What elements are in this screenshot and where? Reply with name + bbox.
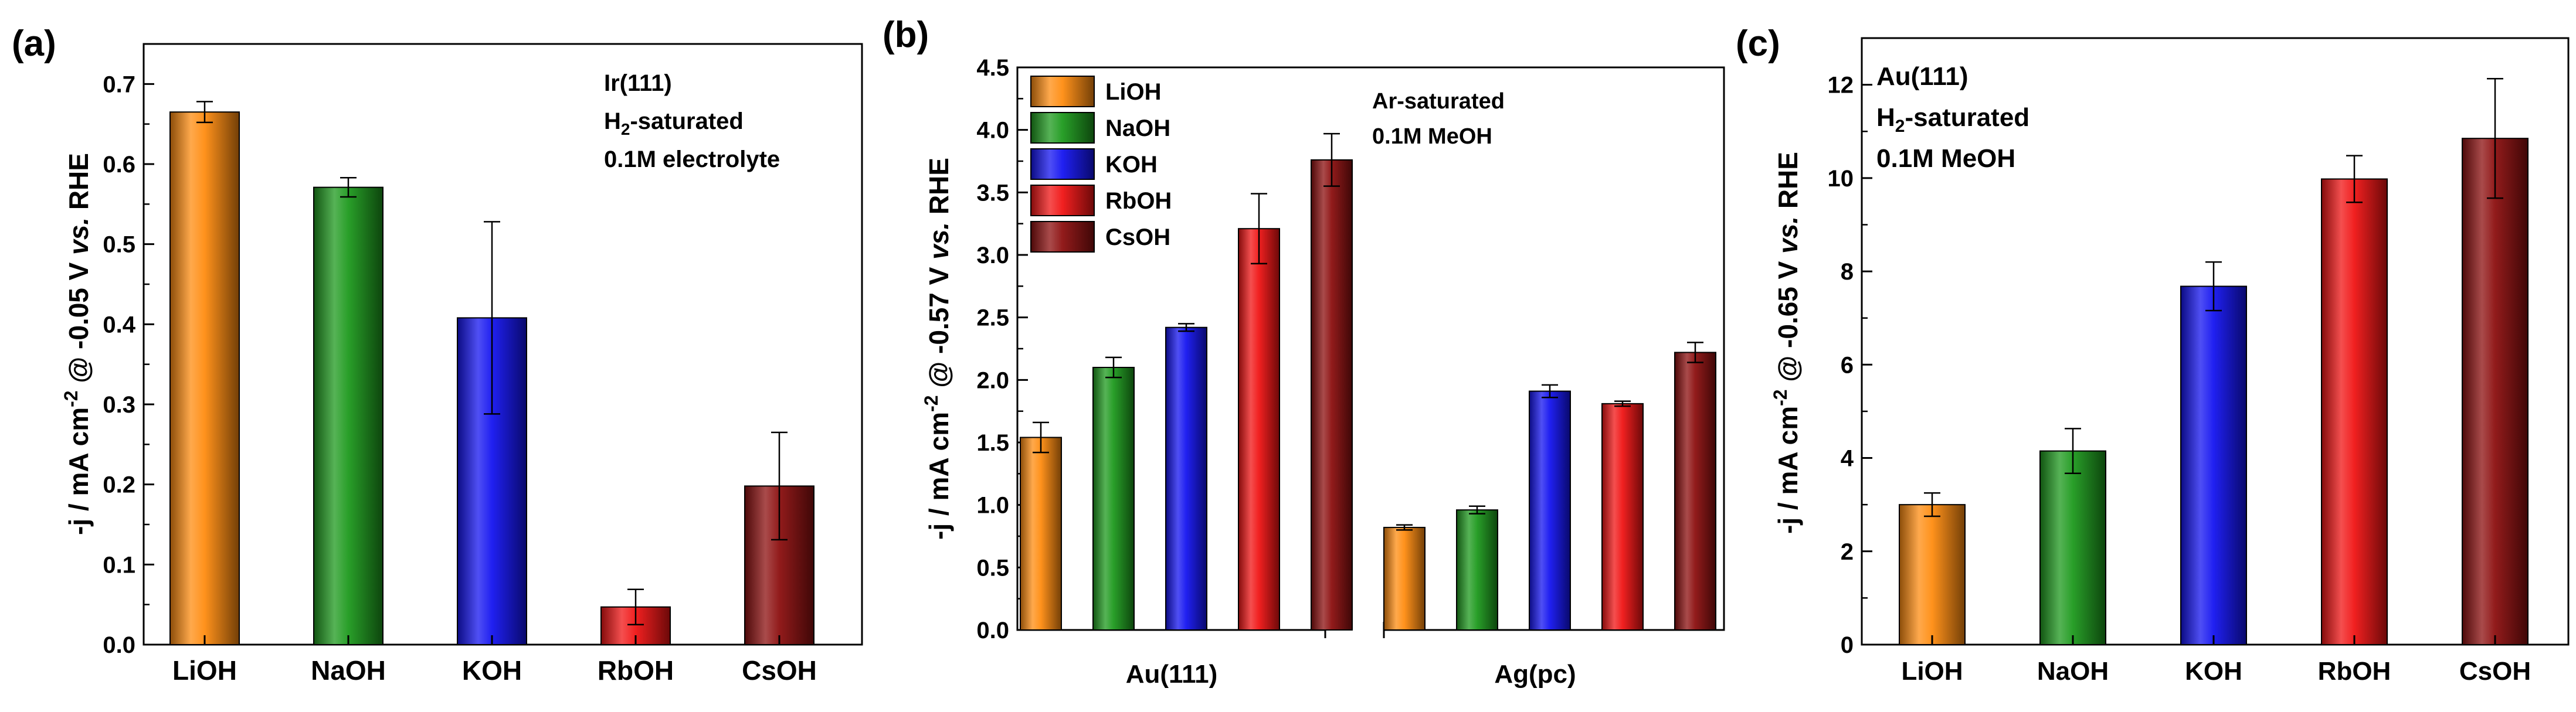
panel-a-ytick-label: 0.3	[103, 392, 135, 418]
panel-a-y-axis-label: -j / mA cm-2 @ -0.05 V vs. RHE	[60, 153, 94, 535]
panel-b-ag-bar-naoh	[1456, 509, 1498, 631]
panel-c-ytick-label: 2	[1841, 539, 1854, 565]
panel-a: (a) 0.0 0.1 0.2 0.3 0.4 0.5 0.6 0.7 LiOH NaOH KOH…	[12, 23, 863, 686]
legend-label-naoh: NaOH	[1105, 115, 1170, 141]
panel-a-label: (a)	[12, 23, 56, 64]
panel-a-bars	[169, 101, 814, 646]
panel-c-y-axis: 0 2 4 6 8 10 12	[1828, 73, 1872, 658]
panel-c: (c) 0 2 4 6 8 10 12 LiOH NaOH KOH RbOH CsOH Au(111…	[1736, 23, 2570, 686]
panel-c-x-labels: LiOH NaOH KOH RbOH CsOH	[1901, 635, 2531, 686]
panel-a-y-axis: 0.0 0.1 0.2 0.3 0.4 0.5 0.6 0.7	[103, 43, 154, 658]
panel-a-ytick-label: 0.4	[103, 312, 135, 338]
panel-b-ytick-label: 4.5	[976, 55, 1009, 81]
panel-c-ytick-label: 6	[1841, 352, 1854, 378]
panel-c-bar-lioh	[1899, 504, 1966, 646]
panel-b-bars	[1020, 132, 1716, 631]
legend-swatch-koh	[1030, 148, 1095, 180]
panel-b-ag-bar-lioh	[1383, 527, 1426, 631]
panel-a-annotation-gas: H2-saturated	[604, 108, 744, 138]
panel-b-annotation-gas: Ar-saturated	[1372, 89, 1505, 114]
panel-c-label: (c)	[1736, 23, 1780, 64]
panel-b-group-label-ag: Ag(pc)	[1494, 660, 1576, 689]
panel-c-xtick-label: RbOH	[2318, 657, 2391, 686]
legend-swatch-rboh	[1030, 185, 1095, 216]
panel-c-y-axis-label: -j / mA cm-2 @ -0.65 V vs. RHE	[1770, 152, 1803, 534]
panel-a-annotation-electrolyte: 0.1M electrolyte	[604, 147, 780, 172]
panel-a-ytick-label: 0.6	[103, 152, 135, 178]
panel-a-ytick-label: 0.0	[103, 632, 135, 658]
legend-label-rboh: RbOH	[1105, 188, 1172, 214]
panel-c-ytick-label: 0	[1841, 632, 1854, 658]
panel-c-bar-csoh	[2462, 138, 2529, 645]
panel-a-xtick-label: LiOH	[172, 655, 237, 686]
panel-c-ytick-label: 12	[1828, 73, 1854, 98]
panel-a-xtick-label: NaOH	[311, 655, 386, 686]
legend-swatch-lioh	[1030, 76, 1095, 107]
panel-b-ag-bar-rboh	[1601, 403, 1644, 631]
legend-label-koh: KOH	[1105, 152, 1158, 178]
panel-c-bar-naoh	[2039, 450, 2106, 645]
panel-a-x-labels: LiOH NaOH KOH RbOH CsOH	[172, 635, 817, 686]
panel-b-ytick-label: 2.5	[976, 305, 1009, 331]
legend-swatch-naoh	[1030, 112, 1095, 144]
panel-b-group-label-au: Au(111)	[1126, 660, 1218, 689]
panel-b-annotation-electrolyte: 0.1M MeOH	[1372, 124, 1492, 149]
panel-c-annotation-electrolyte: 0.1M MeOH	[1876, 144, 2015, 173]
panel-b-au-bar-lioh	[1020, 437, 1062, 631]
panel-c-ytick-label: 4	[1841, 446, 1854, 472]
panel-a-xtick-label: KOH	[462, 655, 522, 686]
panel-b-ytick-label: 1.5	[976, 430, 1009, 456]
panel-b-ytick-label: 0.5	[976, 555, 1009, 581]
panel-b-au-bar-rboh	[1238, 228, 1280, 631]
panel-b-ytick-label: 4.0	[976, 118, 1009, 144]
panel-c-annotation-gas: H2-saturated	[1876, 103, 2029, 136]
panel-c-xtick-label: KOH	[2185, 657, 2242, 686]
panel-b-ytick-label: 1.0	[976, 493, 1009, 519]
panel-b-y-axis-label: -j / mA cm-2 @ -0.57 V vs. RHE	[921, 158, 954, 540]
panel-b-ag-bar-csoh	[1674, 352, 1716, 631]
panel-b-au-bar-koh	[1165, 326, 1207, 631]
panel-b-legend: LiOH NaOH KOH RbOH CsOH	[1030, 76, 1172, 253]
panel-c-annotation-substrate: Au(111)	[1876, 62, 1969, 91]
panel-c-xtick-label: CsOH	[2459, 657, 2531, 686]
panel-c-bar-koh	[2180, 285, 2247, 645]
panel-a-xtick-label: CsOH	[742, 655, 817, 686]
panel-c-xtick-label: NaOH	[2037, 657, 2109, 686]
panel-a-ytick-label: 0.7	[103, 71, 135, 97]
panel-a-xtick-label: RbOH	[598, 655, 674, 686]
panel-b-au-bar-naoh	[1092, 367, 1135, 631]
panel-c-ytick-label: 8	[1841, 259, 1854, 285]
panel-c-bar-rboh	[2321, 178, 2388, 645]
legend-swatch-csoh	[1030, 221, 1095, 253]
panel-a-ytick-label: 0.1	[103, 552, 135, 578]
panel-c-xtick-label: LiOH	[1901, 657, 1963, 686]
legend-label-lioh: LiOH	[1105, 79, 1162, 105]
panel-b-label: (b)	[883, 15, 929, 55]
panel-c-bars	[1899, 78, 2529, 646]
panel-b: (b) 0.0 0.5 1.0 1.5 2.0 2.5 3.0 3.5 4.0 4.5 LiOH N…	[883, 15, 1725, 689]
panel-a-ytick-label: 0.2	[103, 472, 135, 498]
panel-b-au-bar-csoh	[1311, 159, 1353, 631]
panel-a-bar-lioh	[169, 111, 240, 645]
panel-a-annotation-substrate: Ir(111)	[604, 70, 672, 96]
panel-c-ytick-label: 10	[1828, 166, 1854, 192]
panel-a-bar-naoh	[313, 186, 383, 645]
panel-b-ag-bar-koh	[1529, 390, 1571, 631]
legend-label-csoh: CsOH	[1105, 224, 1170, 250]
panel-b-ytick-label: 3.5	[976, 180, 1009, 206]
panel-a-ytick-label: 0.5	[103, 232, 135, 258]
panel-b-ytick-label: 3.0	[976, 243, 1009, 268]
panel-b-ytick-label: 2.0	[976, 367, 1009, 393]
panel-b-ytick-label: 0.0	[976, 618, 1009, 643]
